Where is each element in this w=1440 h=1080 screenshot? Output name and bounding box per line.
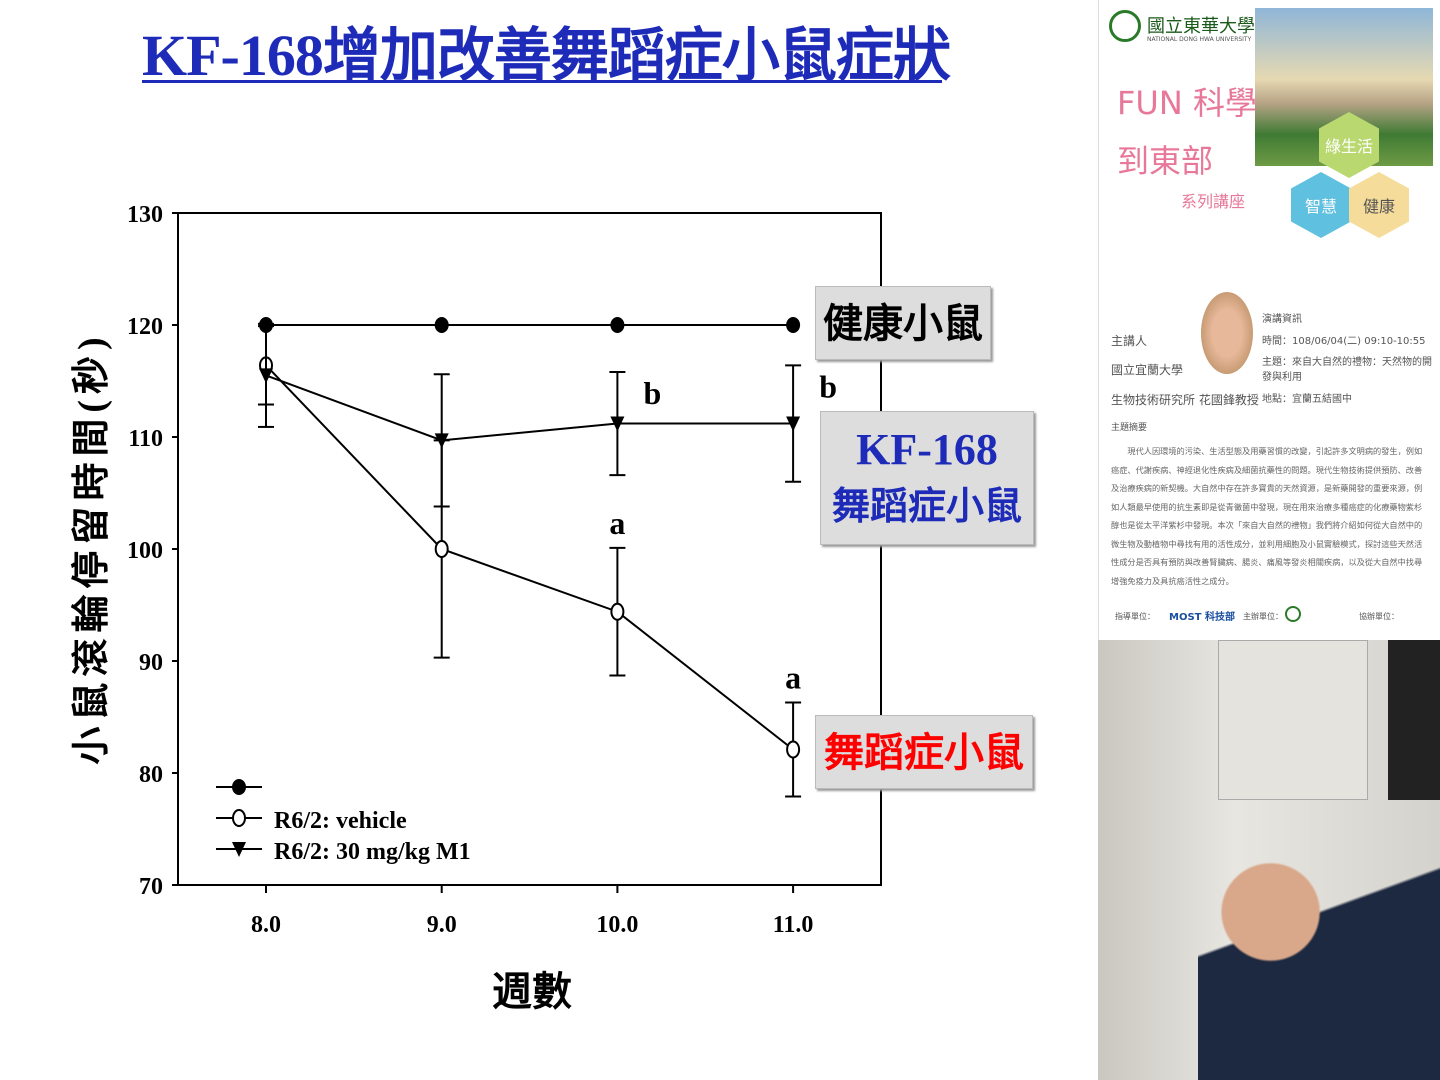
series-line-1	[265, 364, 794, 751]
label-kf168-line2: 舞蹈症小鼠	[831, 483, 1022, 528]
y-tick-label: 80	[139, 762, 163, 788]
legend-marker	[232, 842, 246, 857]
y-tick-label: 100	[127, 538, 163, 564]
university-name-en: NATIONAL DONG HWA UNIVERSITY	[1147, 36, 1252, 43]
title-underline	[142, 80, 942, 83]
y-tick-label: 70	[139, 874, 163, 900]
abstract-text: 現代人因環境的污染、生活型態及用藥習慣的改變，引起許多文明病的發生，例如癌症、代…	[1111, 446, 1423, 586]
data-point	[786, 416, 801, 432]
x-tick-label: 9.0	[427, 912, 457, 938]
data-point	[786, 317, 801, 333]
lecture-time: 時間：108/06/04(二) 09:10-10:55	[1262, 336, 1426, 347]
university-name: 國立東華大學	[1147, 16, 1255, 37]
host-label: 主辦單位：	[1243, 612, 1283, 621]
label-kf168-line1: KF-168	[856, 425, 998, 474]
legend-label: R6/2: vehicle	[274, 808, 407, 834]
data-point	[610, 602, 625, 621]
x-axis-label: 週數	[492, 969, 572, 1014]
y-tick-label: 130	[127, 202, 163, 228]
data-point	[259, 368, 273, 384]
info-title: 演講資訊	[1262, 314, 1302, 325]
lecture-poster: 國立東華大學 NATIONAL DONG HWA UNIVERSITY FUN …	[1098, 0, 1440, 640]
series-line-2	[265, 374, 794, 442]
y-axis-label: 小鼠滾輪停留時間(秒)	[71, 331, 113, 764]
label-healthy-mice: 健康小鼠	[815, 286, 991, 360]
most-logo: MOST 科技部	[1169, 612, 1235, 623]
host-logo-icon	[1285, 606, 1301, 622]
legend-label: R6/2: 30 mg/kg M1	[274, 839, 471, 865]
data-point	[434, 433, 449, 449]
data-point	[434, 317, 449, 333]
series-subtitle: 系列講座	[1181, 192, 1246, 211]
lecture-topic: 主題：來自大自然的禮物：天然物的開發與利用	[1262, 357, 1432, 383]
x-tick-label: 11.0	[773, 912, 814, 938]
wall-panel	[1218, 640, 1368, 800]
label-kf168-mice: KF-168 舞蹈症小鼠	[820, 411, 1034, 545]
x-tick-label: 8.0	[251, 912, 281, 938]
x-tick-label: 10.0	[596, 912, 638, 938]
legend-marker	[232, 809, 246, 827]
plot-frame	[177, 212, 882, 886]
significance-label: b	[644, 375, 662, 411]
hex-wisdom: 智慧	[1291, 172, 1351, 238]
university-logo-icon	[1109, 10, 1141, 42]
speaker-photo	[1201, 292, 1253, 374]
slide-title: KF-168增加改善舞蹈症小鼠症狀	[142, 23, 951, 88]
slide: KF-168增加改善舞蹈症小鼠症狀 70 80 90 100 110 120 130 8.0 9…	[71, 23, 1034, 1014]
speaker-org: 國立宜蘭大學	[1111, 363, 1184, 377]
lecture-place: 地點：宜蘭五結國中	[1262, 394, 1352, 405]
significance-label: b	[819, 368, 837, 404]
hex-health: 健康	[1349, 172, 1409, 238]
legend-marker	[232, 779, 246, 795]
label-disease-mice: 舞蹈症小鼠	[815, 715, 1033, 789]
y-tick-label: 110	[128, 426, 163, 452]
data-point	[434, 540, 449, 558]
speaker-video	[1098, 640, 1440, 1080]
speaker-label: 主講人	[1111, 334, 1148, 348]
guide-label: 指導單位：	[1115, 612, 1155, 621]
chart: 70 80 90 100 110 120 130 8.0 9.0 10.0 11.0 週數 小鼠滾輪停留…	[71, 202, 882, 1014]
series-title-1: FUN 科學	[1117, 84, 1257, 122]
speaker-figure	[1198, 840, 1440, 1080]
data-point	[786, 740, 801, 759]
data-point	[610, 416, 625, 432]
significance-label: a	[785, 659, 801, 695]
y-tick-label: 90	[139, 650, 163, 676]
data-point	[610, 317, 625, 333]
abstract-title: 主題摘要	[1111, 423, 1148, 433]
significance-label: a	[609, 505, 625, 541]
y-tick-label: 120	[127, 314, 163, 340]
co-host-label: 協辦單位：	[1359, 612, 1399, 621]
series-title-2: 到東部	[1117, 142, 1214, 180]
hex-green-life: 綠生活	[1319, 112, 1379, 178]
speaker-dept: 生物技術研究所 花國鋒教授	[1111, 393, 1259, 407]
dark-curtain	[1388, 640, 1440, 800]
